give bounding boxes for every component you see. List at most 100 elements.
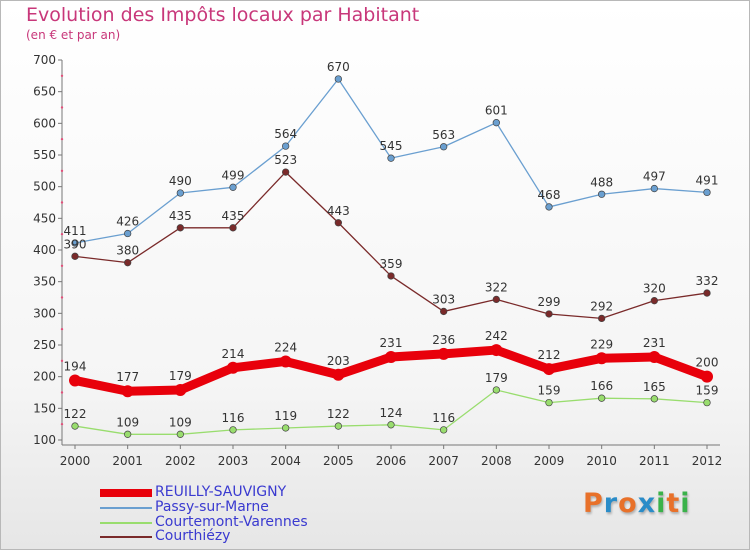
legend-swatch	[100, 507, 152, 509]
data-point-passy-sur-marne	[492, 119, 500, 127]
logo-letter: r	[603, 488, 619, 519]
x-tick-label: 2007	[428, 454, 459, 468]
y-minor-dot	[60, 232, 64, 236]
data-label-reuilly-sauvigny: 194	[64, 359, 87, 373]
data-label-passy-sur-marne: 563	[432, 128, 455, 142]
data-point-courtemont-varennes	[124, 430, 132, 438]
data-point-courthi-zy	[282, 168, 290, 176]
data-label-courthi-zy: 359	[380, 257, 403, 271]
y-minor-dot	[60, 169, 64, 173]
chart-title: Evolution des Impôts locaux par Habitant	[26, 4, 420, 26]
data-label-courtemont-varennes: 116	[432, 411, 455, 425]
data-point-passy-sur-marne	[387, 154, 395, 162]
logo-letter: i	[680, 488, 691, 519]
data-point-passy-sur-marne	[71, 239, 79, 247]
data-point-courtemont-varennes	[598, 394, 606, 402]
data-point-passy-sur-marne	[703, 188, 711, 197]
data-label-courtemont-varennes: 159	[696, 384, 719, 398]
data-label-reuilly-sauvigny: 231	[643, 336, 666, 350]
data-point-courthi-zy	[334, 219, 342, 227]
data-label-reuilly-sauvigny: 229	[590, 337, 613, 351]
data-point-reuilly-sauvigny	[648, 351, 661, 364]
logo-letter: x	[637, 488, 657, 519]
data-label-reuilly-sauvigny: 203	[327, 354, 350, 368]
data-point-reuilly-sauvigny	[701, 370, 713, 383]
data-label-courtemont-varennes: 119	[274, 409, 297, 423]
data-point-reuilly-sauvigny	[174, 383, 187, 396]
x-tick-label: 2012	[692, 454, 723, 468]
data-label-courtemont-varennes: 166	[590, 379, 613, 393]
data-point-courtemont-varennes	[71, 422, 79, 430]
data-label-passy-sur-marne: 564	[274, 127, 297, 141]
data-label-reuilly-sauvigny: 179	[169, 369, 192, 383]
data-point-passy-sur-marne	[440, 143, 448, 151]
data-point-courthi-zy	[545, 310, 553, 318]
legend-label: Courthiézy	[155, 528, 231, 544]
x-tick-label: 2009	[534, 454, 565, 468]
data-label-passy-sur-marne: 468	[538, 188, 561, 202]
logo-letter: P	[583, 488, 604, 519]
data-point-courtemont-varennes	[492, 386, 500, 394]
x-tick-label: 2008	[481, 454, 512, 468]
y-minor-dot	[60, 106, 64, 109]
x-tick-label: 2001	[112, 454, 143, 468]
logo-letter: o	[618, 488, 638, 519]
data-label-reuilly-sauvigny: 224	[274, 340, 297, 354]
series-line-courthi-zy	[74, 171, 708, 320]
data-label-reuilly-sauvigny: 200	[696, 356, 719, 370]
data-label-courtemont-varennes: 109	[169, 415, 192, 429]
data-point-reuilly-sauvigny	[490, 344, 503, 357]
data-label-courtemont-varennes: 165	[643, 380, 666, 394]
data-point-courthi-zy	[440, 307, 448, 316]
data-point-courtemont-varennes	[545, 398, 553, 407]
data-label-reuilly-sauvigny: 231	[380, 336, 403, 350]
data-point-passy-sur-marne	[650, 184, 658, 193]
x-tick-label: 2003	[218, 454, 249, 468]
data-point-courtemont-varennes	[334, 422, 342, 430]
legend-label: Courtemont-Varennes	[155, 514, 308, 530]
data-point-courtemont-varennes	[703, 398, 711, 407]
data-point-courtemont-varennes	[440, 426, 448, 434]
data-label-courthi-zy: 299	[538, 295, 561, 309]
data-label-passy-sur-marne: 491	[696, 173, 719, 187]
data-point-courtemont-varennes	[282, 424, 290, 432]
y-tick-label: 150	[33, 401, 56, 415]
data-label-courthi-zy: 303	[432, 292, 455, 306]
data-point-reuilly-sauvigny	[437, 347, 450, 360]
data-label-passy-sur-marne: 670	[327, 60, 350, 74]
data-point-passy-sur-marne	[598, 190, 606, 198]
x-tick-label: 2011	[639, 454, 670, 468]
x-tick-label: 2005	[323, 454, 354, 468]
data-label-passy-sur-marne: 426	[116, 215, 139, 229]
data-point-reuilly-sauvigny	[227, 361, 239, 374]
data-label-reuilly-sauvigny: 236	[432, 333, 455, 347]
data-label-passy-sur-marne: 497	[643, 170, 666, 184]
x-tick-label: 2006	[376, 454, 407, 468]
data-point-courtemont-varennes	[229, 426, 237, 434]
data-label-passy-sur-marne: 488	[590, 175, 613, 189]
y-tick-label: 350	[33, 275, 56, 289]
data-label-courthi-zy: 435	[169, 209, 192, 223]
legend-swatch	[100, 522, 152, 524]
data-point-reuilly-sauvigny	[279, 355, 292, 368]
proxiti-logo: Proxiti	[583, 488, 691, 519]
data-point-reuilly-sauvigny	[595, 352, 608, 365]
data-point-passy-sur-marne	[176, 189, 184, 197]
y-tick-label: 200	[33, 370, 56, 384]
data-point-courthi-zy	[124, 259, 132, 267]
data-point-passy-sur-marne	[545, 203, 553, 211]
y-tick-label: 500	[33, 180, 56, 194]
y-minor-dot	[60, 264, 64, 268]
data-point-passy-sur-marne	[334, 75, 342, 83]
data-point-courthi-zy	[598, 314, 606, 323]
data-label-courtemont-varennes: 122	[327, 407, 350, 421]
data-point-courthi-zy	[492, 295, 500, 304]
y-minor-dot	[60, 137, 64, 141]
data-point-reuilly-sauvigny	[69, 374, 81, 387]
y-tick-label: 300	[33, 306, 56, 320]
data-label-passy-sur-marne: 490	[169, 174, 192, 188]
data-label-reuilly-sauvigny: 242	[485, 329, 508, 343]
data-point-passy-sur-marne	[124, 229, 132, 238]
data-label-courtemont-varennes: 122	[64, 407, 87, 421]
